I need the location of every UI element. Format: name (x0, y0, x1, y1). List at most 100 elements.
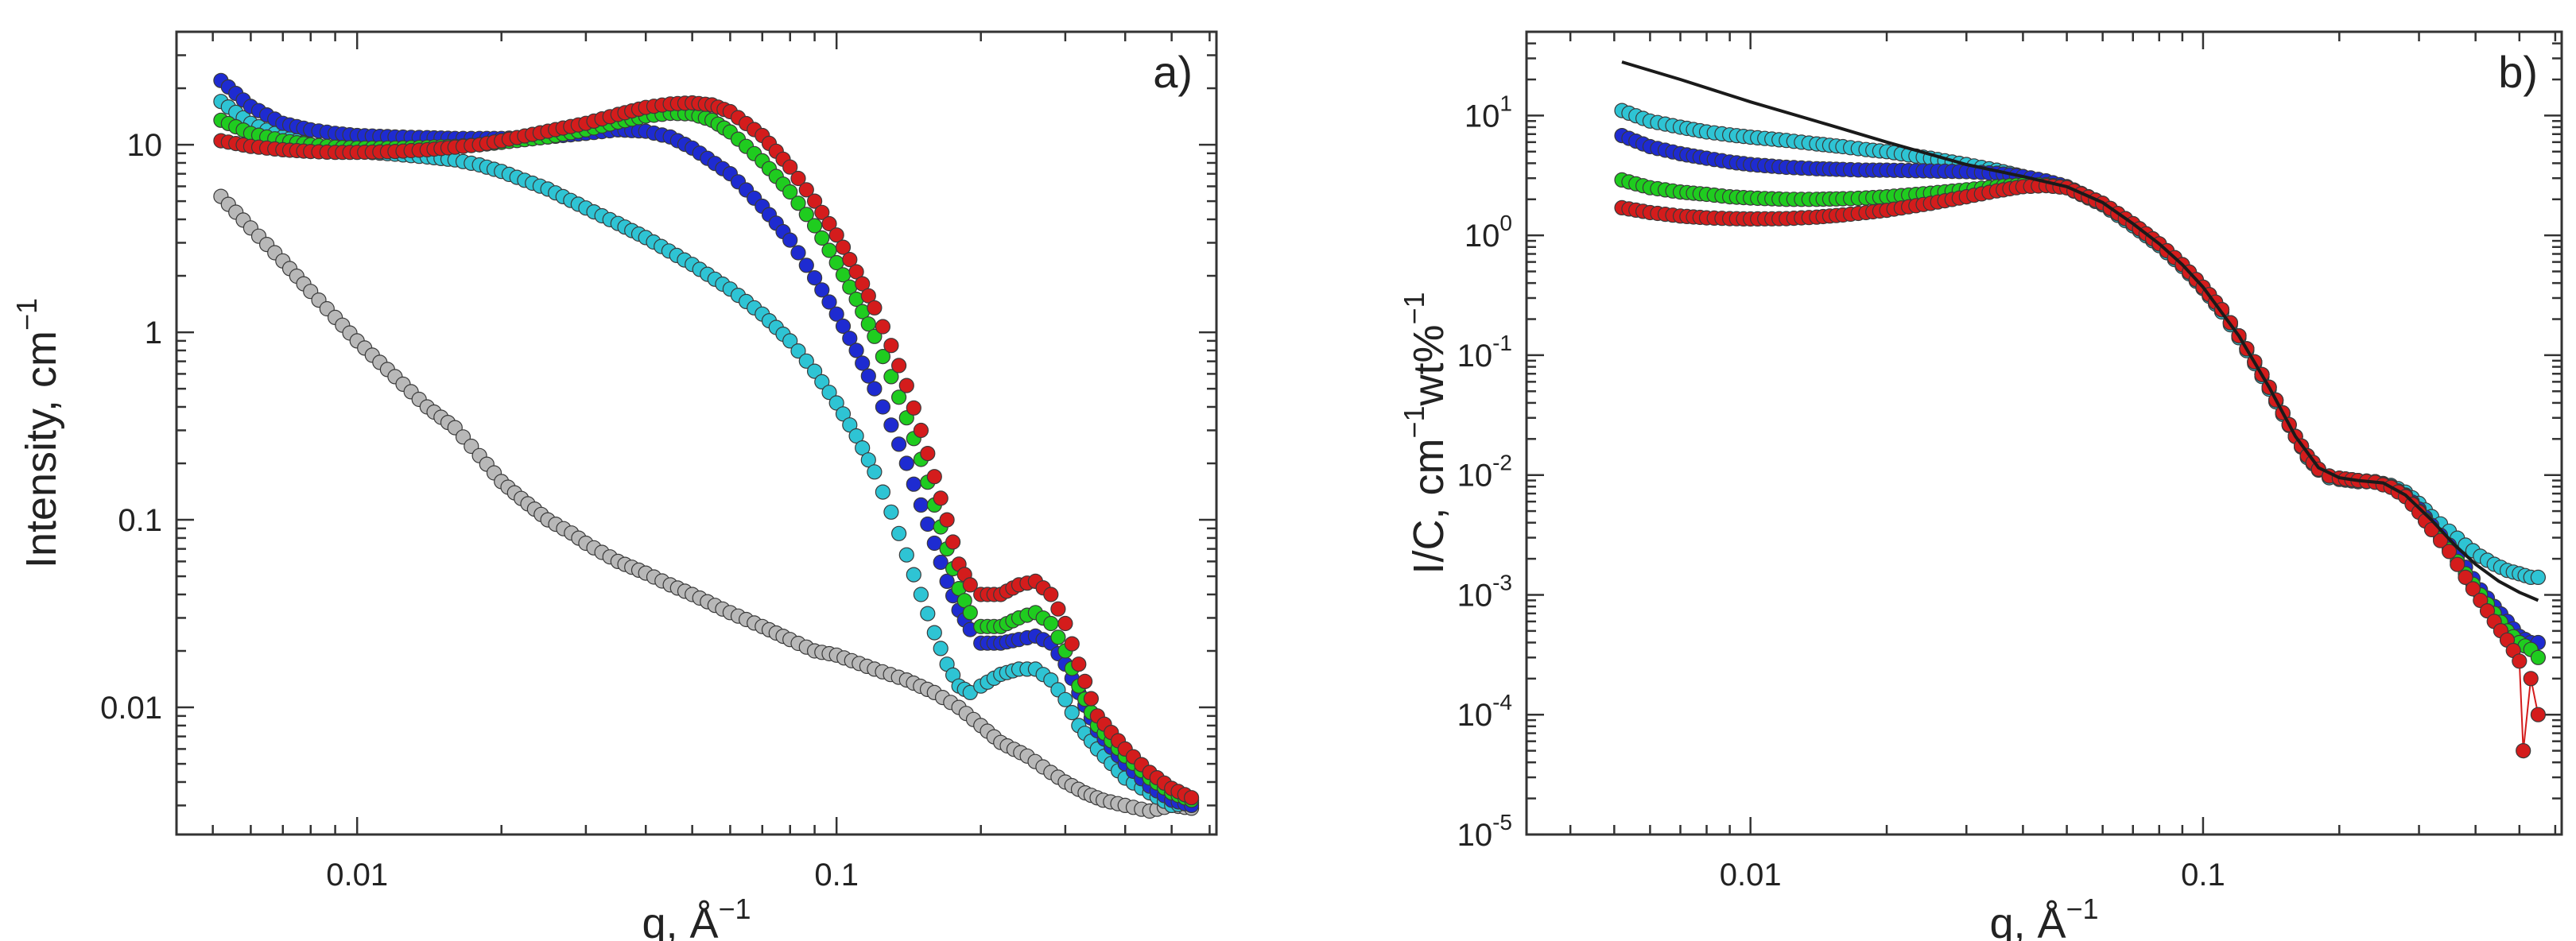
chart-b-point-red (2442, 544, 2458, 560)
chart-a-point-blue (890, 436, 907, 452)
chart-b-y-tick-label: 10-2 (1457, 451, 1512, 494)
chart-a-point-blue (875, 399, 891, 415)
tick-base: 10 (1457, 698, 1493, 733)
chart-a-point-blue (933, 554, 949, 571)
chart-a-y-axis-label: Intensity, cm−1 (10, 298, 65, 568)
tick-exponent: -5 (1492, 810, 1512, 835)
tick-base: 10 (1457, 818, 1493, 853)
chart-b-plot-area (1614, 60, 2546, 759)
chart-a-point-cyan (855, 440, 871, 456)
chart-b-point-red (2516, 742, 2531, 759)
chart-a-point-green (860, 316, 876, 332)
chart-b-series-fit-line (1621, 60, 2539, 602)
chart-a-point-red (835, 239, 852, 255)
chart-a-point-red (790, 170, 806, 187)
chart-b-x-tick-label: 0.1 (2181, 858, 2225, 893)
chart-a-point-cyan (898, 547, 914, 563)
chart-a-point-red (855, 276, 871, 292)
chart-a-point-cyan (867, 464, 883, 480)
y-label-sup: −1 (10, 298, 43, 331)
tick-exponent: 0 (1499, 211, 1512, 235)
chart-a-point-green (1050, 629, 1066, 645)
chart-a-point-blue (814, 282, 830, 298)
chart-a-point-cyan (848, 428, 864, 444)
y-label-text: Intensity, cm (17, 331, 65, 568)
chart-a-point-cyan (860, 452, 876, 468)
chart-a-point-red (875, 319, 891, 335)
chart-a-frame (175, 30, 1218, 836)
chart-a-point-green (790, 196, 806, 211)
chart-a-point-red (1043, 587, 1059, 602)
chart-a-point-cyan (926, 625, 942, 641)
chart-b-y-tick-label: 10-1 (1457, 331, 1512, 374)
chart-a-point-blue (867, 381, 883, 397)
chart-a-point-green (883, 369, 899, 385)
chart-a-point-red (1057, 615, 1073, 632)
chart-a-point-red (1183, 790, 1200, 806)
chart-b-point-red (2473, 592, 2489, 609)
chart-a-point-green (806, 218, 823, 234)
y-label-part: −1 (1398, 292, 1430, 324)
chart-a-point-cyan (814, 374, 830, 389)
chart-b-point-red (2450, 556, 2465, 572)
chart-a-panel-label: a) (1153, 47, 1193, 97)
chart-a-point-red (814, 204, 830, 220)
chart-b-x-axis-label: q, Å−1 (1989, 893, 2098, 941)
chart-a-point-red (890, 358, 907, 374)
x-label-text: q, Å (642, 900, 718, 941)
chart-a-point-blue (821, 294, 837, 310)
chart-a-point-green (814, 230, 830, 246)
chart-a-point-blue (860, 368, 876, 384)
chart-a-point-cyan (890, 525, 907, 541)
chart-a-point-blue (848, 343, 864, 358)
chart-a-point-blue (806, 270, 823, 286)
chart-a-point-red (1050, 601, 1066, 617)
chart-b-y-tick-label: 100 (1465, 211, 1512, 254)
chart-a-point-blue (798, 258, 814, 273)
chart-a-point-green (867, 328, 883, 344)
chart-a-point-green (962, 605, 978, 621)
chart-a-point-red (848, 264, 864, 280)
chart-a-point-cyan (906, 567, 921, 583)
chart-a-point-cyan (821, 385, 837, 401)
tick-base: 10 (1465, 219, 1500, 254)
x-label-text: q, Å (1989, 900, 2066, 941)
chart-a-y-tick-label: 0.1 (118, 503, 162, 538)
chart-a-point-green (875, 349, 891, 365)
chart-a-point-green (890, 389, 907, 405)
chart-b-y-axis-label: I/C, cm−1wt%−1 (1398, 292, 1453, 574)
chart-b-point-red (2465, 581, 2481, 597)
chart-a-point-red (1083, 691, 1100, 707)
chart-a-point-blue (842, 331, 858, 347)
chart-a-point-blue (939, 573, 955, 590)
chart-b-y-tick-label: 10-4 (1457, 690, 1512, 733)
chart-a-point-red (1064, 636, 1080, 652)
chart-b-y-tick-label: 101 (1465, 91, 1512, 134)
chart-a-point-red (860, 288, 876, 304)
chart-a-series-red (213, 95, 1200, 806)
tick-exponent: -1 (1492, 331, 1512, 355)
chart-a-point-blue (906, 476, 921, 492)
chart-b-y-tick-label: 10-5 (1457, 810, 1512, 853)
chart-a-point-blue (926, 535, 942, 552)
chart-a-point-cyan (875, 484, 891, 500)
x-label-sup: −1 (2066, 893, 2099, 925)
chart-b-series-fit (1621, 60, 2539, 602)
chart-a-point-blue (835, 318, 852, 334)
chart-a-point-green (1043, 615, 1059, 632)
tick-base: 10 (1465, 99, 1500, 134)
chart-a-y-tick-label: 0.01 (100, 691, 162, 726)
chart-a-point-green (798, 207, 814, 223)
y-label-part: −1 (1398, 406, 1430, 439)
chart-a-point-red (962, 577, 978, 593)
chart-b-frame (1525, 30, 2563, 836)
chart-a-point-cyan (782, 333, 798, 349)
tick-exponent: -2 (1492, 451, 1512, 475)
chart-a-ticks (177, 30, 1216, 835)
chart-a-point-blue (920, 516, 936, 532)
chart-a-x-axis-label: q, Å−1 (642, 893, 751, 941)
chart-a-point-red (798, 182, 814, 198)
chart-b-point-green (2530, 649, 2546, 665)
chart-a-x-tick-label: 0.1 (814, 858, 859, 893)
